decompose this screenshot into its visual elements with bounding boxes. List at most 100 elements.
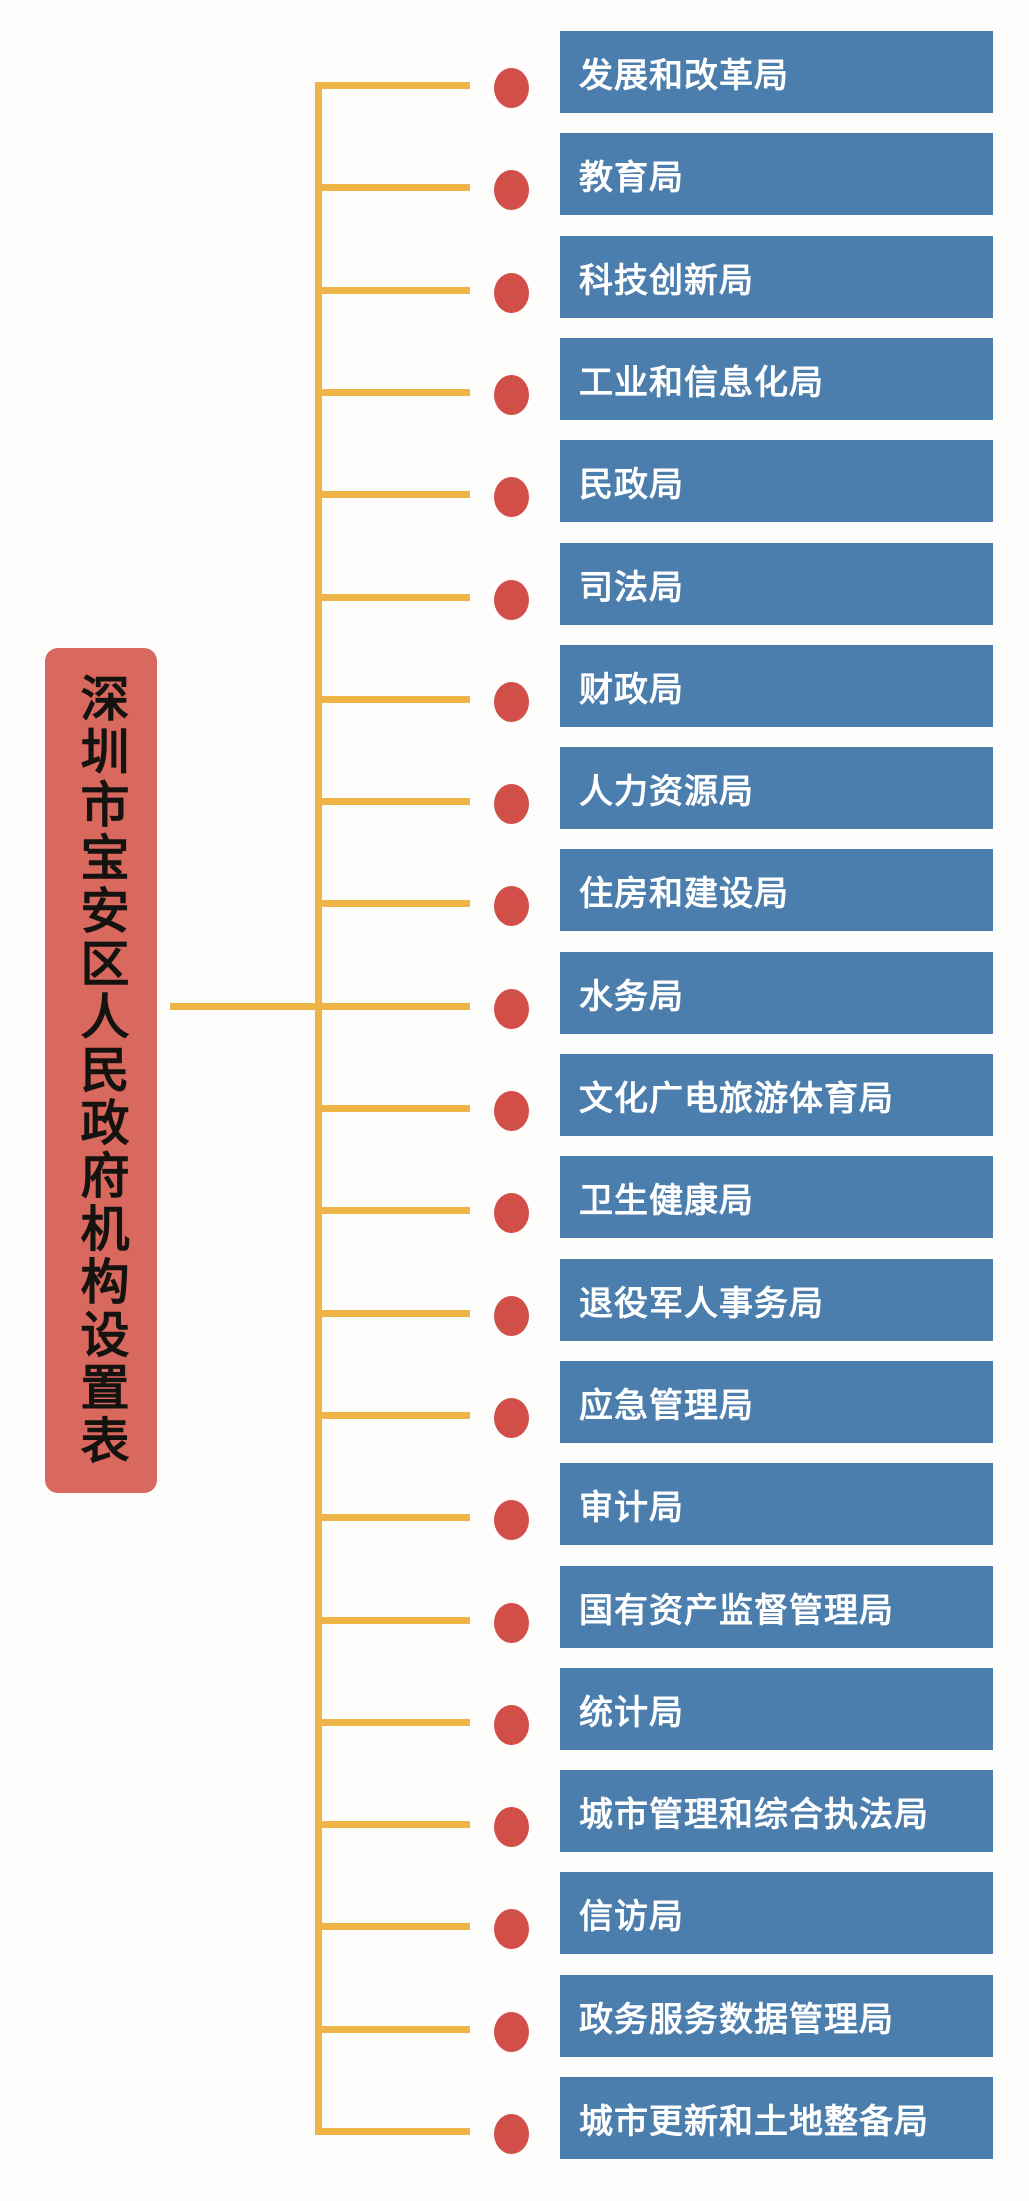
department-row: 统计局 (0, 1668, 1029, 1750)
department-box: 民政局 (560, 440, 993, 522)
connector-branch-line (315, 82, 470, 89)
bullet-dot-icon (494, 1398, 529, 1438)
department-box: 住房和建设局 (560, 849, 993, 931)
department-box: 司法局 (560, 543, 993, 625)
connector-branch-line (315, 1923, 470, 1930)
connector-branch-line (315, 287, 470, 294)
connector-branch-line (315, 594, 470, 601)
department-row: 司法局 (0, 543, 1029, 625)
connector-branch-line (315, 1514, 470, 1521)
department-row: 文化广电旅游体育局 (0, 1054, 1029, 1136)
department-row: 财政局 (0, 645, 1029, 727)
department-label: 统计局 (579, 1694, 684, 1732)
connector-branch-line (315, 491, 470, 498)
department-label: 退役军人事务局 (579, 1285, 824, 1323)
department-row: 退役军人事务局 (0, 1259, 1029, 1341)
connector-trunk-line (170, 1003, 322, 1010)
department-label: 政务服务数据管理局 (579, 2001, 894, 2039)
chart-title-box: 深圳市宝安区人民政府机构设置表 (45, 648, 157, 1493)
department-box: 人力资源局 (560, 747, 993, 829)
department-label: 工业和信息化局 (579, 364, 824, 402)
bullet-dot-icon (494, 273, 529, 313)
department-label: 教育局 (579, 159, 684, 197)
bullet-dot-icon (494, 1705, 529, 1745)
bullet-dot-icon (494, 375, 529, 415)
chart-title: 深圳市宝安区人民政府机构设置表 (73, 673, 129, 1468)
department-row: 教育局 (0, 133, 1029, 215)
connector-branch-line (315, 1821, 470, 1828)
bullet-dot-icon (494, 1807, 529, 1847)
department-box: 水务局 (560, 952, 993, 1034)
connector-branch-line (315, 1207, 470, 1214)
connector-branch-line (315, 1105, 470, 1112)
connector-branch-line (315, 1412, 470, 1419)
department-label: 城市更新和土地整备局 (579, 2103, 929, 2141)
department-row: 信访局 (0, 1872, 1029, 1954)
department-box: 城市更新和土地整备局 (560, 2077, 993, 2159)
department-box: 发展和改革局 (560, 31, 993, 113)
department-label: 住房和建设局 (579, 875, 789, 913)
department-row: 人力资源局 (0, 747, 1029, 829)
bullet-dot-icon (494, 1500, 529, 1540)
department-label: 应急管理局 (579, 1387, 754, 1425)
department-label: 信访局 (579, 1898, 684, 1936)
department-box: 教育局 (560, 133, 993, 215)
bullet-dot-icon (494, 1296, 529, 1336)
department-label: 城市管理和综合执法局 (579, 1796, 929, 1834)
connector-branch-line (315, 1617, 470, 1624)
connector-branch-line (315, 798, 470, 805)
department-box: 审计局 (560, 1463, 993, 1545)
department-box: 应急管理局 (560, 1361, 993, 1443)
department-box: 政务服务数据管理局 (560, 1975, 993, 2057)
department-label: 司法局 (579, 569, 684, 607)
department-row: 民政局 (0, 440, 1029, 522)
connector-branch-line (315, 389, 470, 396)
department-box: 统计局 (560, 1668, 993, 1750)
bullet-dot-icon (494, 477, 529, 517)
department-box: 财政局 (560, 645, 993, 727)
connector-branch-line (315, 2026, 470, 2033)
bullet-dot-icon (494, 989, 529, 1029)
department-label: 人力资源局 (579, 773, 754, 811)
bullet-dot-icon (494, 1091, 529, 1131)
department-box: 工业和信息化局 (560, 338, 993, 420)
department-row: 工业和信息化局 (0, 338, 1029, 420)
department-row: 住房和建设局 (0, 849, 1029, 931)
bullet-dot-icon (494, 580, 529, 620)
department-row: 应急管理局 (0, 1361, 1029, 1443)
connector-branch-line (315, 696, 470, 703)
department-label: 审计局 (579, 1489, 684, 1527)
bullet-dot-icon (494, 886, 529, 926)
bullet-dot-icon (494, 1603, 529, 1643)
department-box: 国有资产监督管理局 (560, 1566, 993, 1648)
department-box: 文化广电旅游体育局 (560, 1054, 993, 1136)
bullet-dot-icon (494, 1909, 529, 1949)
bullet-dot-icon (494, 682, 529, 722)
department-label: 财政局 (579, 671, 684, 709)
connector-branch-line (315, 900, 470, 907)
department-box: 退役军人事务局 (560, 1259, 993, 1341)
bullet-dot-icon (494, 68, 529, 108)
department-label: 科技创新局 (579, 262, 754, 300)
department-label: 民政局 (579, 466, 684, 504)
connector-branch-line (315, 184, 470, 191)
department-label: 水务局 (579, 978, 684, 1016)
connector-branch-line (315, 1003, 470, 1010)
bullet-dot-icon (494, 1193, 529, 1233)
department-row: 发展和改革局 (0, 31, 1029, 113)
department-row: 审计局 (0, 1463, 1029, 1545)
department-box: 科技创新局 (560, 236, 993, 318)
department-row: 城市更新和土地整备局 (0, 2077, 1029, 2159)
department-box: 卫生健康局 (560, 1156, 993, 1238)
connector-branch-line (315, 1719, 470, 1726)
bullet-dot-icon (494, 2114, 529, 2154)
bullet-dot-icon (494, 2012, 529, 2052)
connector-branch-line (315, 1310, 470, 1317)
department-label: 国有资产监督管理局 (579, 1592, 894, 1630)
department-box: 信访局 (560, 1872, 993, 1954)
department-label: 发展和改革局 (579, 57, 789, 95)
department-label: 卫生健康局 (579, 1182, 754, 1220)
bullet-dot-icon (494, 784, 529, 824)
department-row: 城市管理和综合执法局 (0, 1770, 1029, 1852)
